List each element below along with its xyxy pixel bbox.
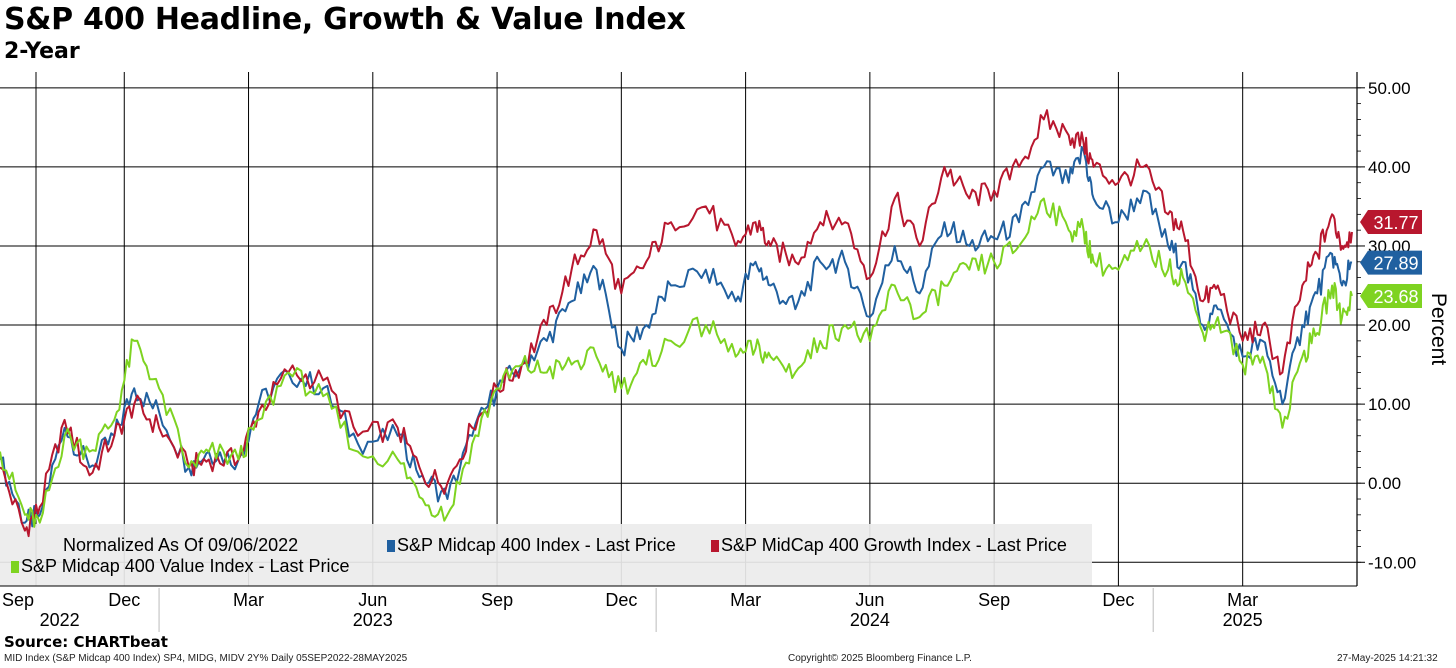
- y-axis: 50.0040.0030.0020.0010.000.00-10.00Perce…: [1356, 72, 1450, 586]
- y-tick-label: 40.00: [1368, 158, 1411, 177]
- legend-entry: S&P Midcap 400 Value Index - Last Price: [21, 556, 350, 576]
- x-tick-label-month: Dec: [605, 590, 637, 610]
- x-tick-label-month: Sep: [978, 590, 1010, 610]
- x-tick-label-year: 2025: [1223, 610, 1263, 630]
- legend-note: Normalized As Of 09/06/2022: [63, 535, 298, 555]
- x-tick-label-year: 2023: [353, 610, 393, 630]
- y-tick-label: -10.00: [1368, 553, 1416, 572]
- footer-description: MID Index (S&P Midcap 400 Index) SP4, MI…: [4, 653, 408, 664]
- y-tick-label: 0.00: [1368, 474, 1401, 493]
- y-tick-label: 50.00: [1368, 79, 1411, 98]
- legend-swatch: [11, 561, 19, 573]
- legend-swatch: [711, 540, 719, 552]
- legend-box: [0, 524, 1092, 586]
- x-tick-label-month: Jun: [855, 590, 884, 610]
- y-tick-label: 20.00: [1368, 316, 1411, 335]
- x-tick-label-month: Mar: [730, 590, 761, 610]
- footer-copyright: Copyright© 2025 Bloomberg Finance L.P.: [788, 653, 972, 664]
- x-tick-label-month: Sep: [2, 590, 34, 610]
- last-value-label: 27.89: [1373, 254, 1418, 274]
- x-tick-label-month: Jun: [358, 590, 387, 610]
- x-tick-label-year: 2022: [40, 610, 80, 630]
- x-tick-label-month: Dec: [108, 590, 140, 610]
- chart-title: S&P 400 Headline, Growth & Value Index: [4, 2, 686, 37]
- y-axis-title: Percent: [1427, 293, 1450, 366]
- x-tick-label-month: Mar: [1227, 590, 1258, 610]
- last-value-label: 23.68: [1373, 287, 1418, 307]
- legend-entry: S&P MidCap 400 Growth Index - Last Price: [721, 535, 1067, 555]
- grid: [0, 72, 1357, 586]
- series-lines: [0, 109, 1353, 538]
- x-tick-label-month: Mar: [233, 590, 264, 610]
- series-line: [0, 145, 1353, 528]
- chart-subtitle: 2-Year: [4, 39, 80, 64]
- last-value-label: 31.77: [1373, 213, 1418, 233]
- series-line: [0, 109, 1353, 538]
- legend-background: [0, 524, 1092, 586]
- footer-timestamp: 27-May-2025 14:21:32: [1337, 653, 1438, 664]
- last-value-tag: [1360, 209, 1422, 234]
- x-tick-label-month: Sep: [481, 590, 513, 610]
- last-value-tag: [1360, 250, 1422, 275]
- legend: Normalized As Of 09/06/2022 S&P Midcap 40…: [11, 535, 1067, 576]
- y-tick-label: 10.00: [1368, 395, 1411, 414]
- series-line: [0, 197, 1353, 528]
- legend-swatch: [387, 540, 395, 552]
- x-tick-label-year: 2024: [850, 610, 890, 630]
- x-axis: Sep Dec Mar Jun Sep Dec Mar Jun Sep Dec Mar 2022 202…: [0, 585, 1357, 632]
- last-value-tag: [1360, 283, 1422, 308]
- legend-entry: S&P Midcap 400 Index - Last Price: [397, 535, 676, 555]
- x-tick-label-month: Dec: [1102, 590, 1134, 610]
- source-note: Source: CHARTbeat: [4, 633, 168, 651]
